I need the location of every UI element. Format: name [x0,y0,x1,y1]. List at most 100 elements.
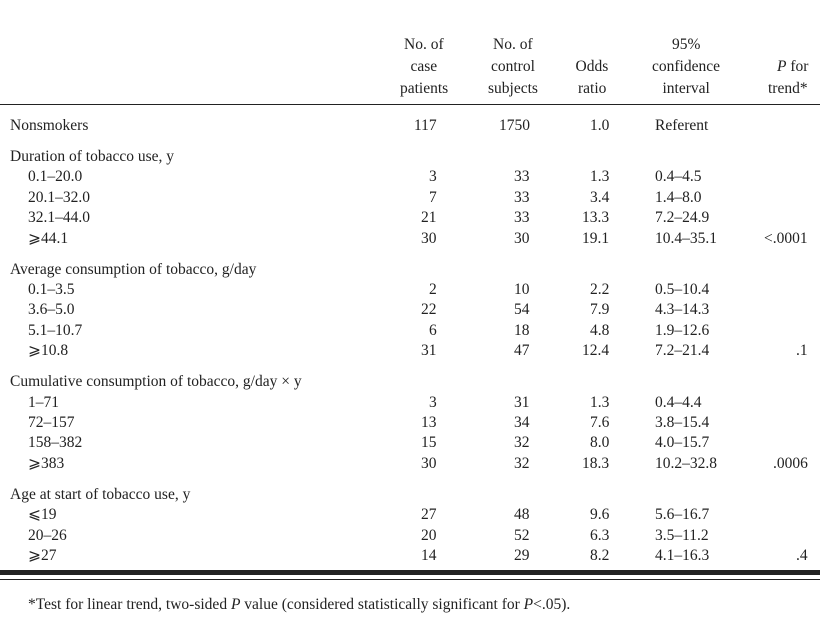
cell: 21 [421,209,437,227]
row-label: Nonsmokers [10,117,89,134]
cell: 3.8–15.4 [655,414,710,431]
text-segment: No. of [493,36,533,53]
cell: 7.6 [590,414,610,431]
row-label: 0.1–20.0 [28,168,83,186]
row-label: 158–382 [28,434,83,452]
section-title: Average consumption of tobacco, g/day [10,260,257,278]
cell: 8.0 [590,434,610,452]
text-segment: case [410,58,438,75]
cell: 8.2 [590,547,610,564]
cell: 3.4 [590,188,610,206]
cell: 29 [514,547,530,564]
row-label: ⩾383 [28,454,65,472]
cell: 31 [514,393,530,411]
cell: 1750 [499,117,530,134]
cell: 1.4–8.0 [655,188,702,206]
cell: 30 [421,229,437,247]
column-header: control [491,58,535,76]
text-segment: Odds [575,58,609,75]
cell: 3.5–11.2 [655,526,709,544]
text-segment: <.05). [533,596,571,613]
cell: 4.8 [590,321,610,339]
text-segment: P [777,58,787,75]
cell: 1.9–12.6 [655,321,710,339]
cell: 4.3–14.3 [655,301,710,319]
cell: 9.6 [590,506,610,524]
cell: 32 [514,454,530,472]
cell: 1.3 [590,393,610,411]
cell: 30 [514,229,530,247]
row-label: 20.1–32.0 [28,188,90,206]
row-label: 3.6–5.0 [28,301,75,319]
row-label: 20–26 [28,526,67,544]
column-header: subjects [488,80,538,98]
cell: 7.2–24.9 [655,209,710,227]
text-segment: P [230,596,241,613]
cell: 31 [421,342,437,360]
cell: 27 [421,506,437,524]
column-header: case [411,58,438,76]
column-header: patients [400,80,448,98]
cell: 12.4 [582,342,610,360]
cell: 6.3 [590,526,610,544]
text-segment: No. of [404,36,444,53]
text-segment: P [523,596,534,613]
row-label: 32.1–44.0 [28,209,90,227]
cell: 18.3 [582,454,610,472]
cell: 13.3 [582,209,610,227]
section-title: Cumulative consumption of tobacco, g/day… [10,373,302,391]
column-header: P for [777,58,808,76]
cell: 6 [429,321,437,339]
column-header: interval [663,80,710,98]
cell: <.0001 [764,229,808,247]
column-header: confidence [652,58,720,76]
cell: 34 [514,414,530,431]
row-label: 72–157 [28,414,75,431]
cell: Referent [655,117,709,134]
cell: 20 [421,526,437,544]
cell: 13 [421,414,437,431]
cell: 47 [514,342,530,360]
cell: 48 [514,506,530,524]
section-title: Age at start of tobacco use, y [10,485,191,503]
cell: 10 [514,281,530,298]
bottom-thin-rule [0,579,820,580]
cell: 2.2 [590,281,610,298]
row-label: 0.1–3.5 [28,281,75,298]
row-label: 1–71 [28,393,59,411]
column-header: ratio [578,80,606,98]
cell: 52 [514,526,530,544]
column-header: 95% [672,36,700,54]
text-segment: patients [400,80,449,97]
cell: .0006 [773,454,808,472]
cell: 2 [429,281,437,298]
column-header: No. of [404,36,444,54]
text-segment: confidence [652,58,720,75]
cell: 3 [429,393,437,411]
text-segment: trend* [768,80,808,97]
text-segment: interval [662,80,710,97]
cell: 7.9 [590,301,610,319]
header-rule [0,104,820,105]
cell: 0.4–4.5 [655,168,702,186]
cell: 14 [421,547,437,564]
column-header: Odds [576,58,609,76]
cell: 18 [514,321,530,339]
cell: 3 [429,168,437,186]
cell: 10.2–32.8 [655,454,717,472]
cell: 54 [514,301,530,319]
footnote: *Test for linear trend, two-sided P valu… [28,596,570,614]
row-label: 5.1–10.7 [28,321,83,339]
cell: 0.5–10.4 [655,281,710,298]
row-label: ⩾10.8 [28,342,69,360]
cell: 117 [414,117,437,134]
bottom-thick-rule [0,570,820,575]
cell: 19.1 [582,229,610,247]
cell: 1.3 [590,168,610,186]
cell: 22 [421,301,437,319]
text-segment: subjects [488,80,538,97]
cell: 0.4–4.4 [655,393,702,411]
cell: 4.0–15.7 [655,434,710,452]
row-label: ⩾27 [28,547,57,564]
